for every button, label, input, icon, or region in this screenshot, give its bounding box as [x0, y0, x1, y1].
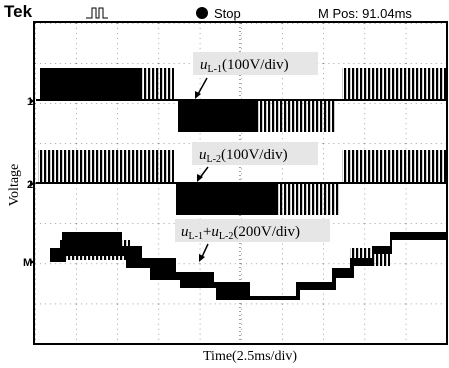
y-axis-label: Voltage — [7, 164, 22, 207]
scope-screenshot: Tek Stop M Pos: 91.04ms 1 2 M uL-1(100V/… — [0, 0, 449, 368]
x-axis-label: Time(2.5ms/div) — [203, 349, 297, 364]
run-indicator — [196, 7, 208, 19]
trigger-icon — [86, 8, 108, 18]
brand: Tek — [4, 2, 33, 21]
run-state: Stop — [214, 6, 241, 21]
position: M Pos: 91.04ms — [318, 6, 412, 21]
